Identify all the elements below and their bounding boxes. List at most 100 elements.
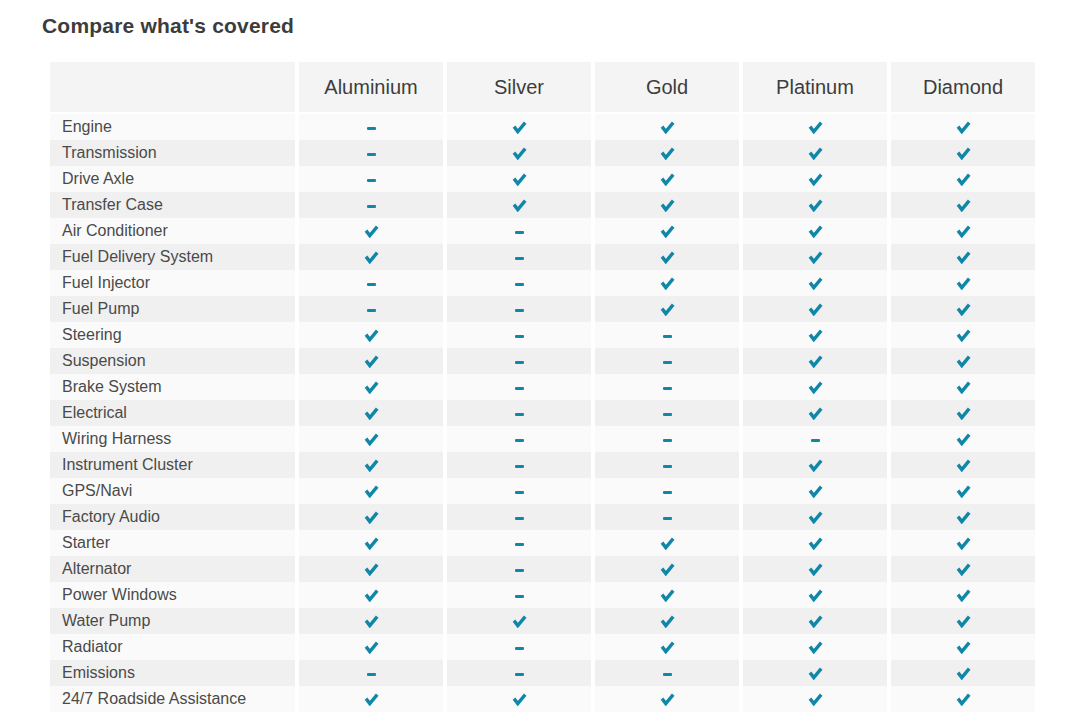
check-icon xyxy=(956,511,971,524)
table-row: Transfer Case xyxy=(50,192,1035,218)
coverage-cell xyxy=(891,244,1035,270)
coverage-cell xyxy=(743,270,887,296)
coverage-cell xyxy=(595,192,739,218)
coverage-cell xyxy=(891,400,1035,426)
dash-icon xyxy=(515,673,524,676)
check-icon xyxy=(364,537,379,550)
check-icon xyxy=(808,121,823,134)
coverage-cell xyxy=(891,426,1035,452)
coverage-cell xyxy=(299,582,443,608)
coverage-cell xyxy=(447,322,591,348)
header-cell-silver: Silver xyxy=(447,62,591,112)
check-icon xyxy=(364,433,379,446)
coverage-cell xyxy=(299,400,443,426)
coverage-cell xyxy=(447,296,591,322)
dash-icon xyxy=(663,413,672,416)
row-label: Factory Audio xyxy=(50,504,295,530)
coverage-cell xyxy=(743,244,887,270)
coverage-cell xyxy=(595,166,739,192)
dash-icon xyxy=(515,647,524,650)
coverage-cell xyxy=(743,608,887,634)
row-label: Transmission xyxy=(50,140,295,166)
check-icon xyxy=(956,355,971,368)
check-icon xyxy=(512,199,527,212)
row-label: GPS/Navi xyxy=(50,478,295,504)
check-icon xyxy=(808,459,823,472)
check-icon xyxy=(808,199,823,212)
table-row: Air Conditioner xyxy=(50,218,1035,244)
dash-icon xyxy=(663,335,672,338)
coverage-cell xyxy=(891,374,1035,400)
row-label: 24/7 Roadside Assistance xyxy=(50,686,295,712)
check-icon xyxy=(808,355,823,368)
coverage-cell xyxy=(743,634,887,660)
coverage-cell xyxy=(743,218,887,244)
row-label: Steering xyxy=(50,322,295,348)
check-icon xyxy=(364,641,379,654)
coverage-cell xyxy=(595,556,739,582)
check-icon xyxy=(956,459,971,472)
row-label: Radiator xyxy=(50,634,295,660)
table-row: Electrical xyxy=(50,400,1035,426)
table-row: Steering xyxy=(50,322,1035,348)
coverage-cell xyxy=(447,166,591,192)
coverage-cell xyxy=(595,478,739,504)
coverage-cell xyxy=(299,634,443,660)
row-label: Transfer Case xyxy=(50,192,295,218)
dash-icon xyxy=(367,153,376,156)
check-icon xyxy=(364,355,379,368)
coverage-cell xyxy=(595,322,739,348)
dash-icon xyxy=(367,283,376,286)
row-label: Wiring Harness xyxy=(50,426,295,452)
table-row: Fuel Delivery System xyxy=(50,244,1035,270)
coverage-cell xyxy=(299,374,443,400)
check-icon xyxy=(956,693,971,706)
check-icon xyxy=(364,225,379,238)
coverage-cell xyxy=(447,452,591,478)
coverage-cell xyxy=(595,452,739,478)
check-icon xyxy=(364,615,379,628)
coverage-cell xyxy=(743,348,887,374)
check-icon xyxy=(956,121,971,134)
coverage-cell xyxy=(299,348,443,374)
table-row: Alternator xyxy=(50,556,1035,582)
coverage-cell xyxy=(299,140,443,166)
check-icon xyxy=(956,615,971,628)
check-icon xyxy=(364,459,379,472)
coverage-cell xyxy=(447,218,591,244)
check-icon xyxy=(956,407,971,420)
coverage-cell xyxy=(743,660,887,686)
coverage-cell xyxy=(595,634,739,660)
coverage-cell xyxy=(891,582,1035,608)
coverage-cell xyxy=(447,556,591,582)
check-icon xyxy=(808,537,823,550)
check-icon xyxy=(956,433,971,446)
coverage-cell xyxy=(447,608,591,634)
dash-icon xyxy=(515,309,524,312)
check-icon xyxy=(660,121,675,134)
dash-icon xyxy=(663,465,672,468)
coverage-cell xyxy=(891,140,1035,166)
coverage-cell xyxy=(299,244,443,270)
check-icon xyxy=(364,407,379,420)
coverage-cell xyxy=(299,270,443,296)
table-row: Suspension xyxy=(50,348,1035,374)
check-icon xyxy=(364,485,379,498)
coverage-cell xyxy=(595,218,739,244)
coverage-cell xyxy=(595,608,739,634)
row-label: Water Pump xyxy=(50,608,295,634)
coverage-cell xyxy=(299,296,443,322)
dash-icon xyxy=(663,673,672,676)
check-icon xyxy=(660,225,675,238)
coverage-cell xyxy=(447,686,591,712)
coverage-cell xyxy=(743,686,887,712)
dash-icon xyxy=(515,491,524,494)
coverage-cell xyxy=(447,114,591,140)
coverage-cell xyxy=(299,426,443,452)
check-icon xyxy=(512,173,527,186)
coverage-cell xyxy=(447,660,591,686)
coverage-cell xyxy=(743,140,887,166)
coverage-cell xyxy=(595,504,739,530)
check-icon xyxy=(660,615,675,628)
coverage-cell xyxy=(299,192,443,218)
